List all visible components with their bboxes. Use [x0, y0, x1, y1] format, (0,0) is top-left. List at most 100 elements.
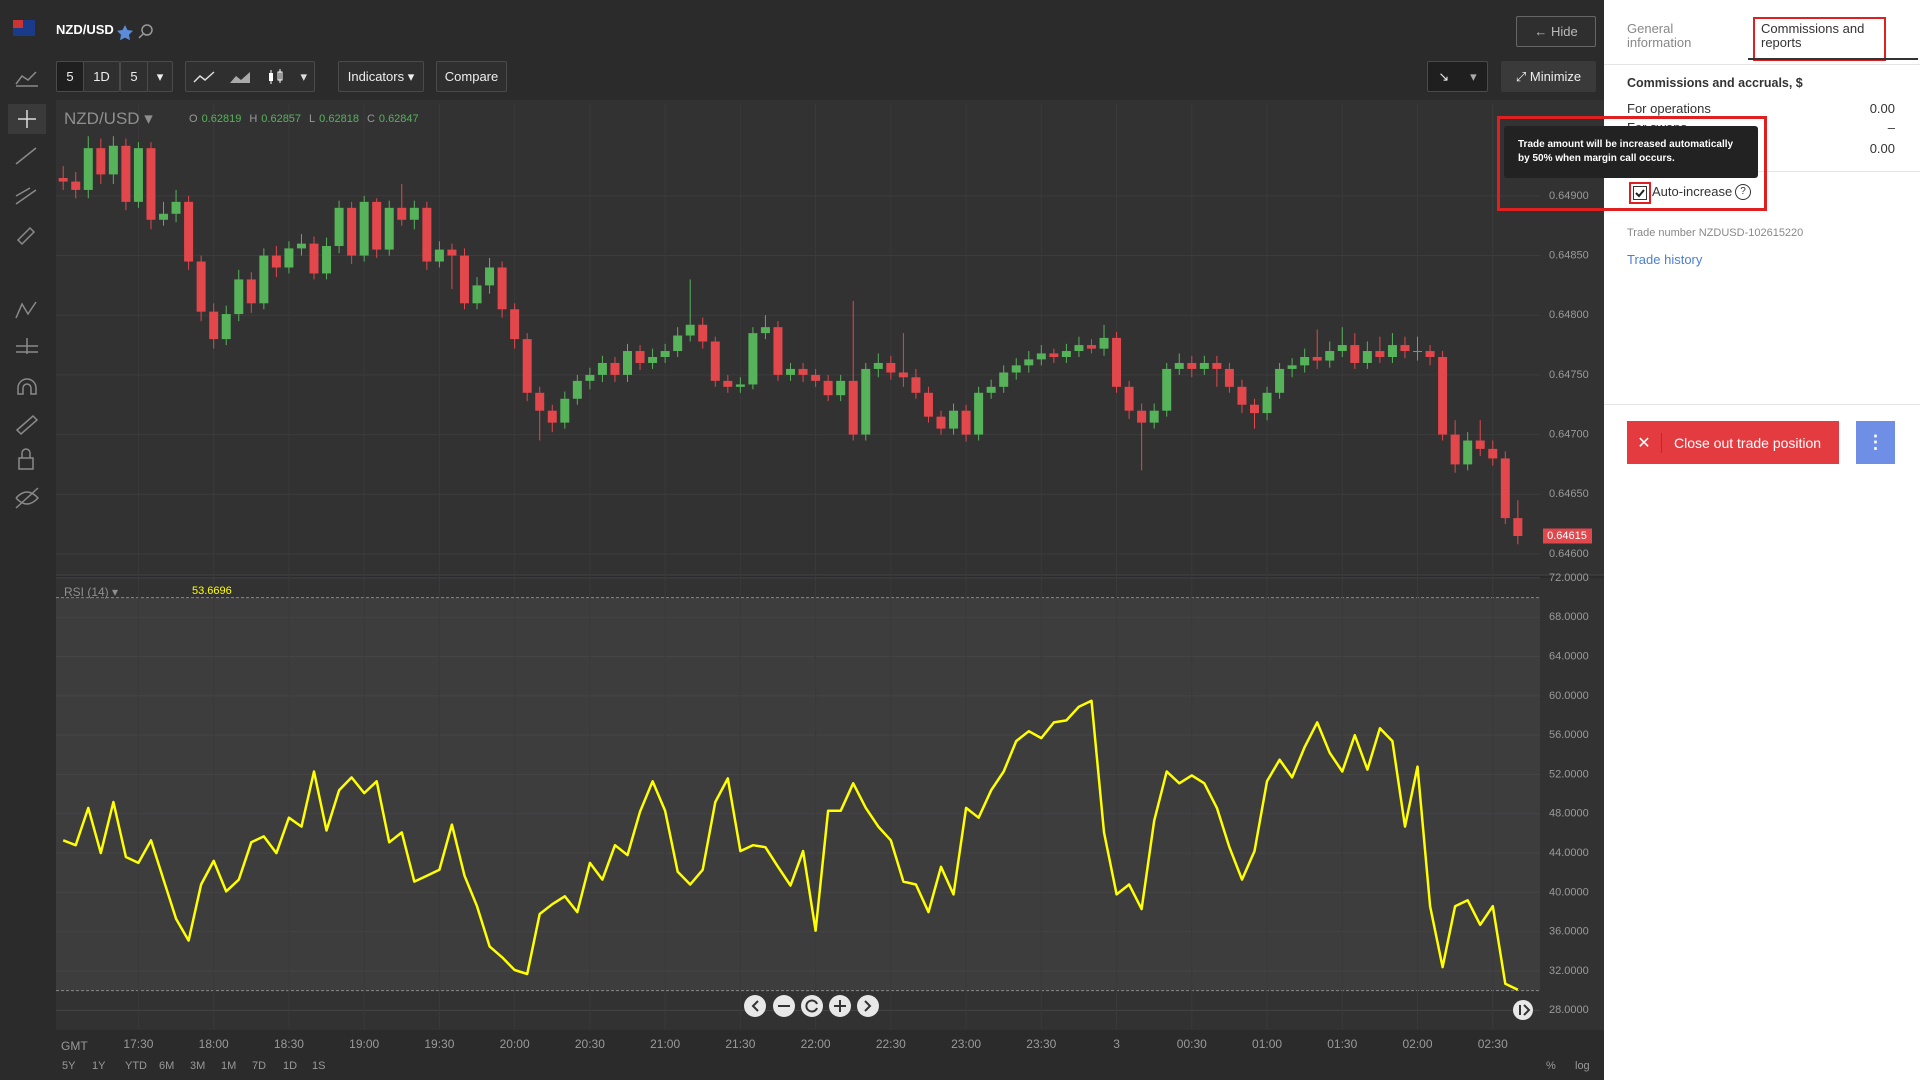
ohlc-value: 0.62819	[201, 113, 242, 125]
range-button[interactable]: 7D	[252, 1060, 267, 1072]
candle-body	[1262, 392, 1272, 414]
candle-body	[836, 380, 846, 396]
section-title: Commissions and accruals, $	[1627, 76, 1803, 90]
rsi-title: RSI (14) ▾	[64, 585, 119, 599]
candle-body	[434, 249, 444, 262]
candle-body	[384, 207, 394, 250]
candle-body	[848, 380, 858, 435]
candle-body	[786, 368, 796, 375]
candle-body	[1174, 362, 1184, 369]
candle-body	[409, 207, 419, 220]
range-button[interactable]: YTD	[125, 1060, 147, 1072]
range-button[interactable]: 6M	[159, 1060, 175, 1072]
candle-body	[535, 392, 545, 411]
candle-body	[911, 377, 921, 393]
candle-body	[1450, 434, 1460, 465]
candle-body	[1187, 362, 1197, 369]
tab-underline	[1748, 58, 1918, 60]
candle-body	[1350, 345, 1360, 363]
range-button[interactable]: 3M	[190, 1060, 206, 1072]
scale-button[interactable]: log	[1575, 1060, 1590, 1072]
minimize: Minimize	[1529, 69, 1582, 84]
range-button[interactable]: 1M	[221, 1060, 237, 1072]
x-tick-label: 18:00	[199, 1037, 229, 1051]
candle-body	[673, 335, 683, 352]
y-tick-label: 52.0000	[1549, 768, 1589, 780]
candle-body	[660, 351, 670, 357]
candle-body	[886, 362, 896, 373]
last-price-box	[1543, 528, 1592, 544]
compare-button[interactable]: Compare	[436, 61, 507, 92]
minimize-button[interactable]: ⤢ Minimize	[1501, 61, 1596, 92]
y-tick-label: 48.0000	[1549, 808, 1589, 820]
nav-buttons	[744, 995, 1533, 1020]
interval-button[interactable]: 5	[56, 61, 84, 92]
row-value: 0.00	[1869, 141, 1895, 156]
trade-history[interactable]: Trade history	[1627, 252, 1703, 267]
candle-body	[58, 177, 68, 182]
y-tick-label: 64.0000	[1549, 650, 1589, 662]
rsi-value: 53.6696	[192, 585, 232, 597]
candle-body	[234, 279, 244, 315]
dropdown[interactable]: ▾	[147, 61, 173, 92]
tab[interactable]: General information	[1627, 21, 1692, 50]
x-tick-label: 01:00	[1252, 1037, 1282, 1051]
candle-body	[773, 327, 783, 375]
range-button[interactable]: 1Y	[92, 1060, 106, 1072]
checkbox[interactable]	[1633, 186, 1647, 200]
hide-button[interactable]: ← Hide	[1516, 16, 1596, 47]
x-tick-label: 01:30	[1327, 1037, 1357, 1051]
y-tick-label: 0.64600	[1549, 548, 1589, 560]
ohlc-label: O	[189, 113, 198, 125]
range-button[interactable]: 1D	[283, 1060, 298, 1072]
help-icon[interactable]: ?	[1735, 184, 1751, 200]
range-button[interactable]: 1S	[312, 1060, 326, 1072]
x-tick-label: 19:30	[424, 1037, 454, 1051]
candle-body	[96, 148, 106, 175]
period-button[interactable]: 1D	[83, 61, 120, 92]
scale-button[interactable]: %	[1546, 1060, 1556, 1072]
count-button[interactable]: 5	[120, 61, 148, 92]
autoscroll-button[interactable]: ↘ ▾	[1427, 61, 1488, 92]
candle-body	[485, 267, 495, 286]
interval: 5	[66, 69, 74, 84]
candle-body	[610, 362, 620, 375]
candle-body	[497, 267, 507, 310]
checkbox-highlight	[1629, 182, 1651, 204]
candle-body	[259, 255, 269, 304]
candle-body	[572, 380, 582, 399]
symbol: NZD/USD	[56, 22, 114, 37]
candle-body	[133, 148, 143, 202]
chart-type-group[interactable]: ▾	[185, 61, 315, 92]
x-tick-label: 17:30	[123, 1037, 153, 1051]
close-button[interactable]: ✕ Close out trade position	[1627, 421, 1839, 464]
candle-body	[209, 311, 219, 340]
indicators-button[interactable]: Indicators ▾	[338, 61, 424, 92]
candle-icon	[268, 68, 283, 84]
candle-body	[597, 362, 607, 375]
x-tick-label: 19:00	[349, 1037, 379, 1051]
chart-title-text: NZD/USD	[64, 109, 140, 128]
top-icons	[13, 20, 153, 41]
range-button[interactable]: 5Y	[62, 1060, 76, 1072]
candle-body	[322, 246, 332, 274]
candle-body	[986, 386, 996, 393]
side-panel: General information Commissions and repo…	[1604, 0, 1920, 1080]
more-button[interactable]: ⋮	[1856, 421, 1895, 464]
candle-body	[949, 410, 959, 429]
candle-body	[397, 207, 407, 220]
x-tick-label: 00:30	[1177, 1037, 1207, 1051]
ohlc-value: 0.62857	[261, 113, 302, 125]
indicators: Indicators	[347, 69, 405, 84]
row-label: For operations	[1627, 101, 1711, 116]
left-tools	[8, 71, 46, 509]
candle-body	[510, 309, 520, 340]
tab-active[interactable]: Commissions and reports	[1761, 21, 1865, 50]
candle-body	[1124, 386, 1134, 411]
candle-body	[1162, 368, 1172, 411]
y-tick-label: 68.0000	[1549, 611, 1589, 623]
candle-body	[146, 148, 156, 220]
x-tick-label: 3	[1113, 1037, 1120, 1051]
candle-body	[798, 368, 808, 375]
candle-body	[196, 261, 206, 312]
